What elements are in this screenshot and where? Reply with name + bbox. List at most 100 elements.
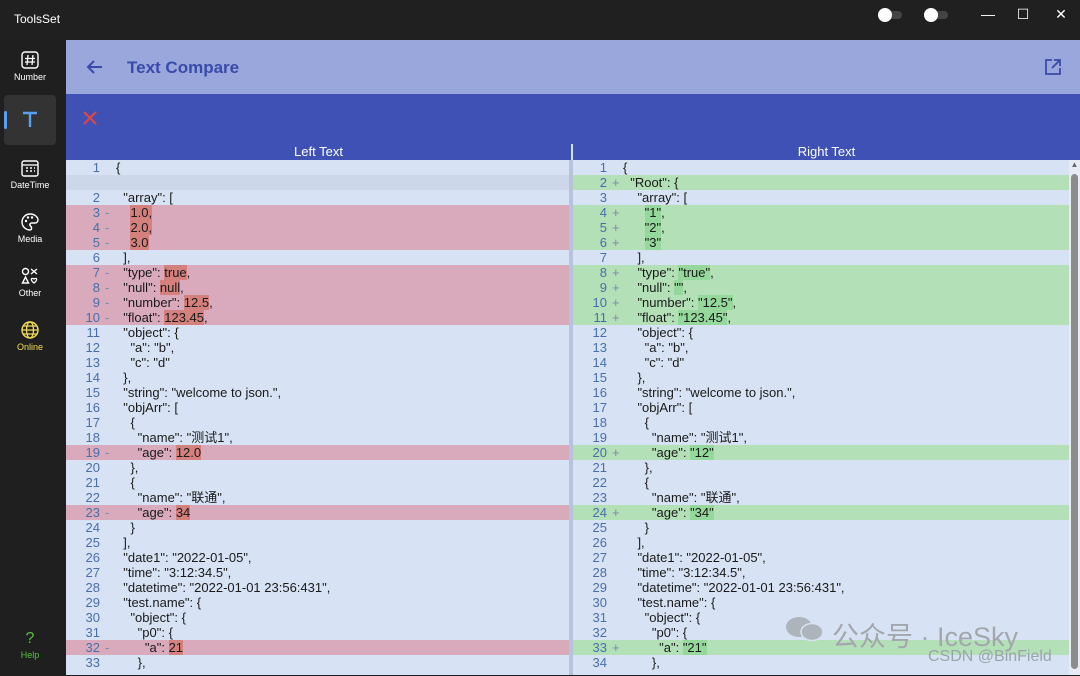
code-line: 1{ [66,160,569,175]
back-arrow-icon[interactable] [86,58,104,76]
line-segment [116,235,130,250]
diff-marker: - [105,295,110,310]
line-number: 12 [592,325,607,340]
diff-marker: + [612,205,620,220]
line-text: }, [116,460,139,475]
diff-marker: + [612,235,620,250]
code-line: 12 "a": "b", [66,340,569,355]
line-text: "a": "b", [116,340,175,355]
line-text: "object": { [623,325,693,340]
code-line: 5- 3.0 [66,235,569,250]
sidebar-item-other[interactable]: Other [4,262,56,312]
line-text: ], [116,535,131,550]
clear-button[interactable] [82,110,98,126]
code-line: 26 ], [573,535,1069,550]
line-number: 25 [592,520,607,535]
diff-marker: + [612,175,620,190]
diff-highlight: "2" [644,220,662,235]
maximize-button[interactable]: ☐ [1016,6,1030,22]
line-text: "datetime": "2022-01-01 23:56:431", [623,580,845,595]
line-segment [623,205,645,220]
minimize-button[interactable]: — [981,6,995,22]
diff-marker: + [612,280,620,295]
code-line: 10 + "number": "12.5", [573,295,1069,310]
line-segment [623,235,645,250]
line-number: 29 [592,580,607,595]
line-number: 23 [592,490,607,505]
vertical-scrollbar[interactable]: ▲ [1069,160,1080,675]
sidebar-item-number[interactable]: Number [4,46,56,96]
line-number: 31 [592,610,607,625]
diff-marker: - [105,220,110,235]
line-number: 33 [85,655,100,670]
right-text-pane[interactable]: 1{2 + "Root": {3 "array": [4 + "1", 5 + "2",… [573,160,1069,675]
line-number: 28 [592,565,607,580]
line-number: 8 [92,280,100,295]
diff-marker: + [612,220,620,235]
line-number: 24 [592,505,607,520]
pin-toggle-icon [924,8,938,22]
line-segment: , [209,295,213,310]
line-number: 29 [85,595,100,610]
code-line: 29 "test.name": { [66,595,569,610]
sidebar-item-online[interactable]: Online [4,316,56,366]
palette-icon [21,213,39,231]
code-line: 2 "array": [ [66,190,569,205]
line-text: "time": "3:12:34.5", [116,565,232,580]
diff-marker: - [105,235,110,250]
pin-toggle[interactable] [924,8,950,22]
sidebar-item-media[interactable]: Media [4,208,56,258]
pane-divider[interactable] [569,160,573,675]
line-text: "p0": { [116,625,173,640]
scrollbar-thumb[interactable] [1071,174,1078,669]
diff-highlight: 123.45 [164,310,205,325]
open-external-icon[interactable] [1044,58,1062,76]
code-line: 10- "float": 123.45, [66,310,569,325]
diff-highlight: 21 [168,640,184,655]
line-text: "object": { [116,325,179,340]
diff-highlight: "" [674,280,684,295]
line-text: "date1": "2022-01-05", [116,550,252,565]
page-title: Text Compare [127,58,240,77]
sidebar-item-text[interactable] [4,95,56,145]
code-line: 16 "objArr": [ [66,400,569,415]
line-text: "2", [623,220,665,235]
sidebar-item-datetime[interactable]: DateTime [4,154,56,204]
line-text: { [623,415,650,430]
sidebar-item-help[interactable]: ? Help [4,626,56,676]
sidebar: Number DateTime Media Other Online ? Hel… [0,40,62,675]
line-number: 12 [85,340,100,355]
theme-toggle[interactable] [878,8,904,22]
line-number: 22 [592,475,607,490]
diff-marker: - [105,445,110,460]
diff-highlight: "12" [690,445,714,460]
code-line: 13 "a": "b", [573,340,1069,355]
code-line: 24 + "age": "34" [573,505,1069,520]
code-line: 26 "date1": "2022-01-05", [66,550,569,565]
close-window-button[interactable]: ✕ [1055,6,1067,22]
diff-highlight: 1.0, [130,205,153,220]
scroll-up-icon[interactable]: ▲ [1070,160,1079,169]
line-number: 20 [85,460,100,475]
line-text: "name": "测试1", [623,430,747,445]
line-text: "1", [623,205,665,220]
code-line: 34 }, [573,655,1069,670]
code-line: 20 }, [66,460,569,475]
line-text: "a": 21 [116,640,184,655]
left-text-pane[interactable]: 1{2 "array": [3- 1.0, 4- 2.0, 5- 3.0 6 ], 7-… [66,160,569,675]
line-segment: , [186,265,191,280]
line-segment: "type": [623,265,679,280]
line-number: 13 [85,355,100,370]
diff-highlight: 34 [175,505,191,520]
code-line: 5 + "2", [573,220,1069,235]
code-line: 8- "null": null, [66,280,569,295]
line-segment [623,220,645,235]
code-line: 11 "object": { [66,325,569,340]
line-number: 15 [592,370,607,385]
code-line: 12 "object": { [573,325,1069,340]
title-bar: ToolsSet — ☐ ✕ [0,0,1080,40]
line-text: "number": 12.5, [116,295,213,310]
line-text: "test.name": { [116,595,202,610]
line-number: 21 [85,475,100,490]
code-line: 21 }, [573,460,1069,475]
